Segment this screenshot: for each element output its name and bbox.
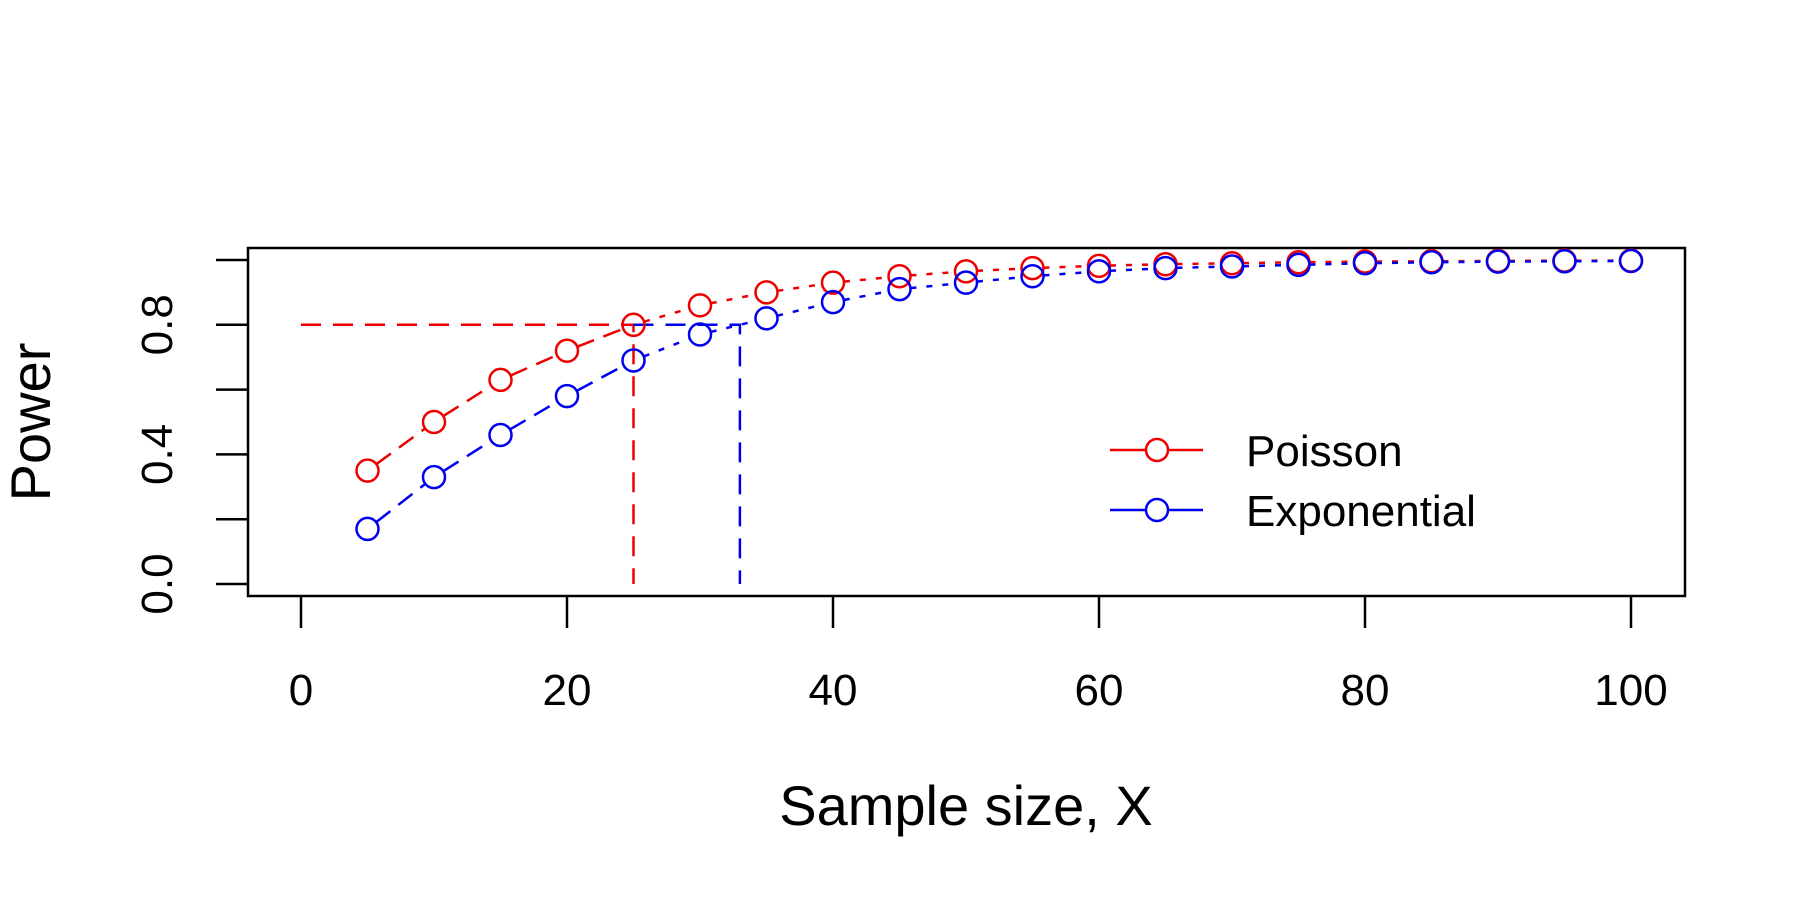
series-segment: [375, 482, 427, 524]
series-segment: [1109, 267, 1155, 273]
series-segment: [576, 327, 624, 348]
series-exponential: [355, 248, 1644, 542]
y-tick-label: 0.4: [133, 424, 182, 485]
series-segment: [910, 270, 956, 277]
series-segment: [976, 276, 1022, 283]
data-point: [687, 293, 713, 318]
series-segment: [1176, 262, 1222, 266]
y-axis-title: Power: [0, 343, 62, 502]
series-segment: [843, 290, 889, 302]
data-point: [1485, 249, 1511, 274]
series-segment: [576, 364, 625, 392]
data-point: [355, 458, 380, 483]
legend-label-exponential: Exponential: [1246, 487, 1476, 536]
series-segment: [442, 384, 492, 418]
series-segment: [1309, 262, 1355, 266]
legend: Poisson Exponential: [1110, 427, 1476, 536]
series-segment: [1043, 270, 1089, 277]
series-layer: [355, 248, 1644, 542]
series-segment: [910, 282, 956, 290]
data-point: [1086, 259, 1112, 284]
data-point: [1153, 255, 1178, 281]
data-point: [554, 338, 580, 363]
data-point: [554, 383, 580, 409]
legend-marker: [1144, 437, 1170, 463]
series-poisson: [355, 248, 1644, 483]
series-segment: [976, 267, 1022, 273]
data-point: [1618, 248, 1644, 274]
data-point: [355, 516, 380, 542]
series-segment: [710, 319, 757, 334]
data-point: [1020, 263, 1045, 289]
legend-marker: [1144, 497, 1170, 523]
x-axis-title: Sample size, X: [779, 774, 1153, 837]
y-tick-label: 0.0: [133, 553, 182, 614]
series-segment: [1109, 263, 1155, 267]
series-segment: [643, 307, 690, 323]
data-point: [1086, 253, 1112, 279]
data-point: [820, 270, 846, 295]
data-point: [421, 464, 447, 490]
reference-lines: [301, 323, 742, 584]
legend-label-poisson: Poisson: [1246, 427, 1403, 476]
series-segment: [1375, 261, 1421, 265]
x-tick-label: 40: [809, 666, 858, 715]
data-point: [488, 422, 513, 448]
data-point: [687, 322, 713, 347]
data-point: [887, 276, 912, 302]
data-point: [820, 289, 846, 315]
x-tick-label: 0: [289, 666, 313, 715]
y-axis: 0.0 0.4 0.8: [133, 258, 248, 615]
data-point: [621, 348, 646, 373]
series-segment: [1242, 261, 1288, 265]
data-point: [1020, 255, 1045, 281]
y-tick-label: 0.8: [133, 294, 182, 355]
series-segment: [375, 427, 426, 466]
data-point: [1286, 252, 1311, 278]
series-segment: [776, 303, 823, 317]
series-segment: [843, 276, 889, 283]
series-segment: [710, 293, 756, 305]
reference-line: [301, 323, 635, 584]
data-point: [1219, 254, 1245, 279]
data-point: [887, 263, 912, 289]
data-point: [754, 280, 779, 305]
series-segment: [1176, 265, 1222, 270]
data-point: [1552, 249, 1577, 274]
data-point: [421, 409, 447, 435]
series-segment: [1043, 264, 1089, 269]
x-tick-label: 100: [1594, 666, 1667, 715]
data-point: [953, 259, 979, 284]
reference-line: [633, 323, 742, 584]
data-point: [1419, 250, 1444, 275]
series-segment: [510, 353, 558, 377]
series-segment: [1242, 263, 1288, 268]
series-segment: [509, 400, 559, 431]
plot-frame: [246, 246, 1687, 598]
series-segment: [643, 337, 691, 358]
data-point: [1352, 250, 1378, 276]
data-point: [953, 270, 979, 295]
x-tick-label: 80: [1341, 666, 1390, 715]
x-axis: 0 20 40 60 80 100: [289, 596, 1668, 715]
data-point: [621, 312, 646, 338]
x-tick-label: 20: [543, 666, 592, 715]
series-segment: [442, 439, 492, 473]
series-segment: [777, 283, 823, 293]
x-tick-label: 60: [1075, 666, 1124, 715]
data-point: [754, 306, 779, 331]
data-point: [488, 367, 513, 393]
